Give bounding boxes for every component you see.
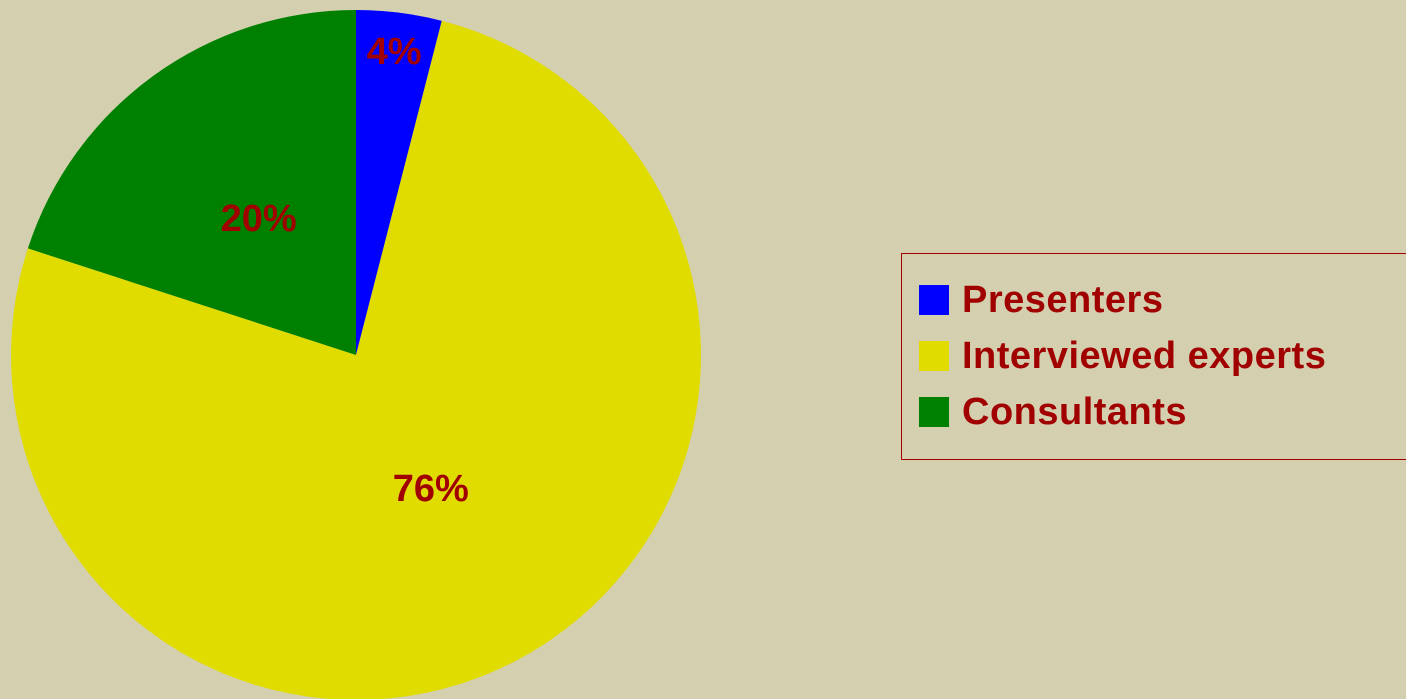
legend-label-presenters: Presenters xyxy=(962,278,1164,321)
legend-item-interviewed-experts: Interviewed experts xyxy=(902,328,1406,384)
legend-swatch-interviewed-experts xyxy=(919,341,949,371)
pie-slice-label-interviewed-experts: 76% xyxy=(393,468,469,510)
legend-swatch-presenters xyxy=(919,285,949,315)
pie-slice-consultants xyxy=(27,10,357,355)
legend-label-consultants: Consultants xyxy=(962,390,1188,433)
pie-slice-label-consultants: 20% xyxy=(221,198,297,240)
legend-label-interviewed-experts: Interviewed experts xyxy=(962,334,1327,377)
legend-swatch-consultants xyxy=(919,397,949,427)
legend: Presenters Interviewed experts Consultan… xyxy=(901,253,1406,460)
pie-slice-presenters xyxy=(356,10,442,355)
pie-slice-label-presenters: 4% xyxy=(367,31,422,73)
legend-item-presenters: Presenters xyxy=(902,272,1406,328)
pie-slices xyxy=(11,10,701,699)
pie-slice-labels: 4% 76% 20% xyxy=(221,31,469,510)
legend-item-consultants: Consultants xyxy=(902,384,1406,440)
pie-slice-interviewed-experts xyxy=(11,20,701,699)
